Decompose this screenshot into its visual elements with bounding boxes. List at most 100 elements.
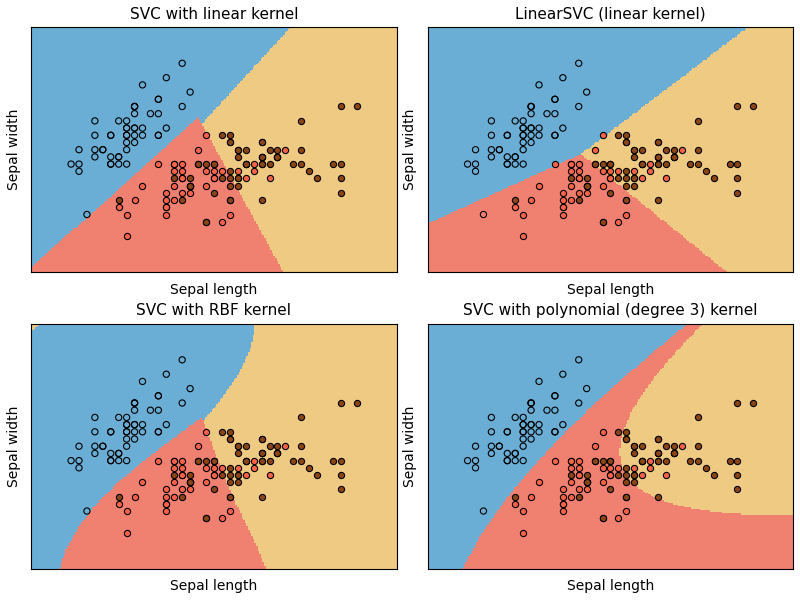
Point (136, 427, 149, 437)
Point (477, 506, 490, 516)
Point (120, 232, 133, 241)
Point (128, 398, 141, 408)
Point (699, 463, 712, 473)
Point (73, 463, 86, 473)
Point (255, 159, 268, 169)
Point (295, 442, 308, 451)
Point (525, 101, 538, 111)
Point (461, 456, 474, 466)
Point (176, 492, 189, 502)
Point (334, 470, 347, 480)
Point (517, 159, 530, 169)
Point (231, 442, 244, 451)
Point (533, 123, 546, 133)
Point (168, 159, 181, 169)
Point (596, 427, 609, 437)
Point (501, 159, 514, 169)
Point (120, 130, 133, 140)
Point (326, 159, 339, 169)
Point (152, 130, 165, 140)
Point (207, 463, 220, 473)
Point (65, 159, 78, 169)
Point (168, 492, 181, 502)
Point (517, 420, 530, 430)
Point (73, 145, 86, 154)
Point (652, 137, 665, 147)
Point (223, 506, 236, 516)
Point (572, 492, 585, 502)
Point (326, 456, 339, 466)
Point (667, 152, 680, 161)
Point (620, 434, 633, 444)
Point (572, 188, 585, 198)
Point (549, 391, 562, 401)
Point (65, 456, 78, 466)
Point (160, 485, 173, 494)
Point (644, 463, 657, 473)
Point (564, 463, 577, 473)
Point (112, 159, 125, 169)
Point (231, 181, 244, 190)
Point (144, 406, 157, 415)
Point (350, 398, 363, 408)
Point (112, 116, 125, 125)
Point (215, 427, 228, 437)
Point (549, 130, 562, 140)
Point (557, 73, 570, 82)
Point (192, 442, 205, 451)
Point (207, 456, 220, 466)
Point (223, 196, 236, 205)
Point (271, 449, 284, 458)
Point (255, 137, 268, 147)
Point (628, 470, 641, 480)
Point (517, 413, 530, 422)
Point (596, 166, 609, 176)
Point (572, 463, 585, 473)
Point (120, 123, 133, 133)
Point (120, 159, 133, 169)
Point (207, 159, 220, 169)
Point (501, 449, 514, 458)
Point (620, 166, 633, 176)
Point (239, 442, 252, 451)
Point (104, 427, 117, 437)
Point (128, 101, 141, 111)
Point (636, 456, 649, 466)
Point (525, 492, 538, 502)
Point (660, 145, 673, 154)
Point (136, 80, 149, 89)
Point (604, 456, 617, 466)
Point (572, 470, 585, 480)
Point (231, 470, 244, 480)
Point (572, 173, 585, 183)
Point (89, 413, 102, 422)
Point (255, 449, 268, 458)
Point (660, 456, 673, 466)
Point (461, 159, 474, 169)
Point (493, 442, 506, 451)
Point (152, 427, 165, 437)
Point (223, 181, 236, 190)
Point (580, 181, 593, 190)
Point (660, 159, 673, 169)
Point (580, 478, 593, 487)
Point (628, 145, 641, 154)
Point (184, 181, 197, 190)
Point (667, 442, 680, 451)
Point (525, 130, 538, 140)
Point (112, 152, 125, 161)
Point (549, 406, 562, 415)
Point (128, 101, 141, 111)
Point (620, 196, 633, 205)
Point (557, 123, 570, 133)
Point (652, 456, 665, 466)
Point (239, 173, 252, 183)
Point (564, 196, 577, 205)
Point (501, 159, 514, 169)
Point (620, 196, 633, 205)
Point (231, 145, 244, 154)
Point (509, 116, 522, 125)
Point (176, 398, 189, 408)
Point (334, 173, 347, 183)
Point (652, 159, 665, 169)
